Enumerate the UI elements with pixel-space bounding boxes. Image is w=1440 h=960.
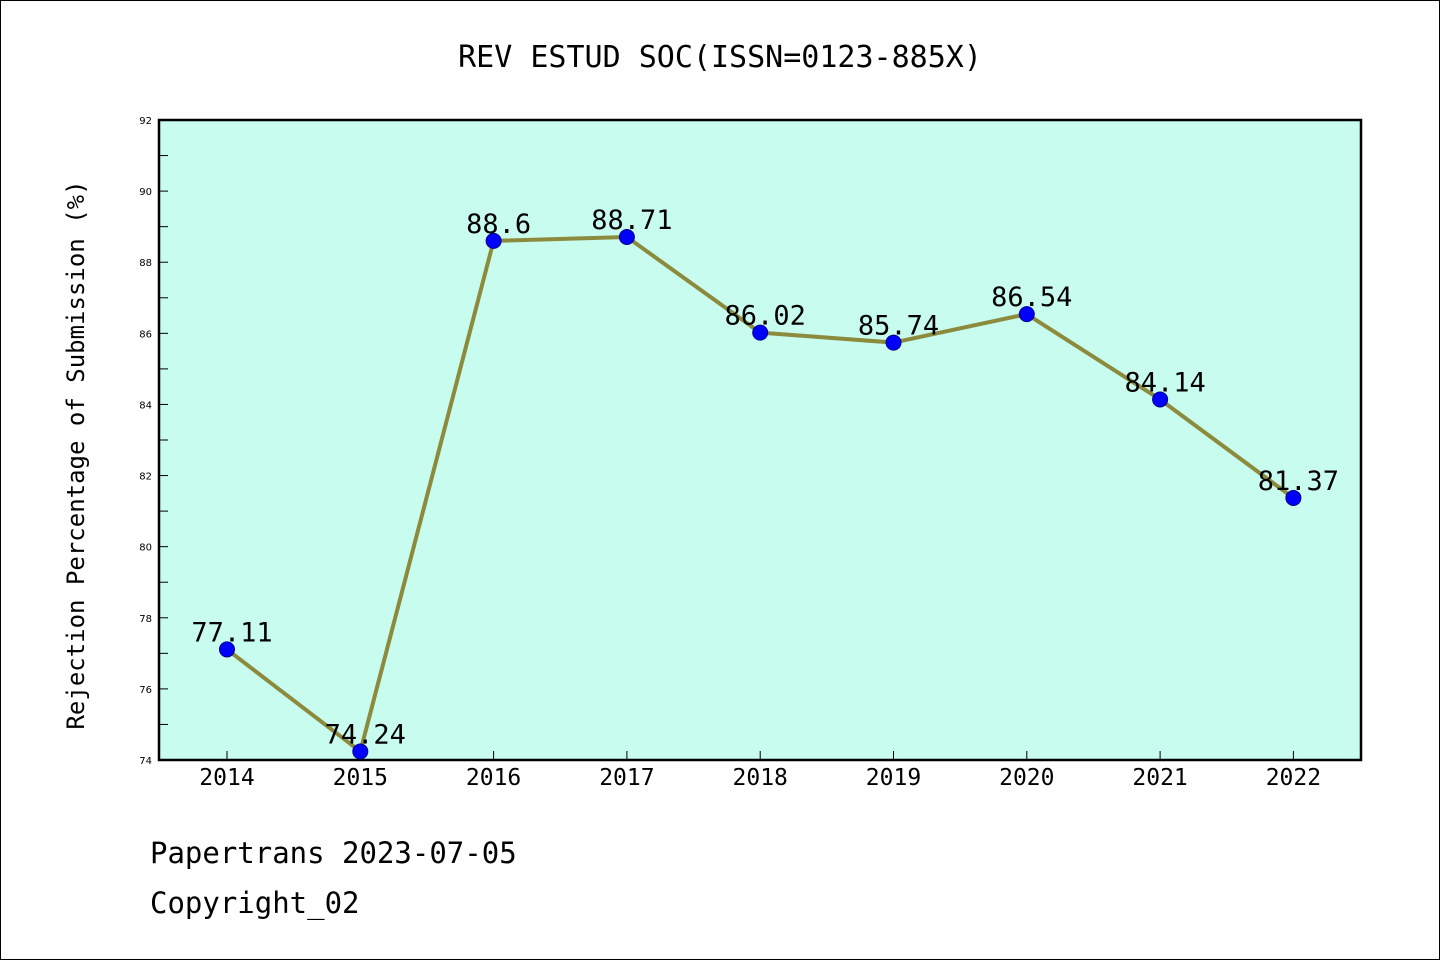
y-tick-label: 92 [139,116,152,127]
data-label: 74.24 [325,719,406,750]
x-tick-label: 2020 [999,765,1054,791]
y-tick-label: 76 [139,685,152,696]
chart-title: REV ESTUD SOC(ISSN=0123-885X) [458,40,982,75]
data-point-marker [1018,306,1035,323]
data-point-marker [485,232,502,249]
data-point-marker [1285,489,1302,506]
y-tick-label: 78 [139,614,152,625]
x-tick-label: 2019 [866,765,921,791]
plot-area [157,118,1363,762]
x-tick-label: 2015 [333,765,388,791]
y-tick-label: 84 [139,400,152,411]
data-point-marker [1152,391,1169,408]
y-tick-label: 82 [139,472,152,483]
data-label: 77.11 [191,617,272,648]
data-label: 84.14 [1124,367,1205,398]
data-label: 86.54 [991,282,1072,313]
y-tick-label: 86 [139,329,152,340]
data-label: 86.02 [725,301,806,332]
data-label: 88.71 [591,205,672,236]
x-tick-label: 2016 [466,765,521,791]
y-tick-label: 80 [139,543,152,554]
data-label: 85.74 [858,311,939,342]
data-label: 88.6 [466,209,531,240]
footer-copyright: Copyright_02 [150,886,360,920]
x-tick-label: 2022 [1266,765,1321,791]
footer-date: Papertrans 2023-07-05 [150,836,517,870]
data-point-marker [752,324,769,341]
y-axis-label: Rejection Percentage of Submission (%) [62,180,90,729]
series-line-group: 77.11 74.24 88.6 88.71 86.02 85.74 86.54 84.14 8… [191,205,1339,760]
y-tick-label: 90 [139,187,152,198]
data-point-marker [885,334,902,351]
y-tick-label: 88 [139,258,152,269]
axis-ticks: 74 76 78 80 82 84 86 88 90 92 2014 2015 2016 2017 2018… [139,116,1321,791]
data-label: 81.37 [1258,466,1339,497]
data-point-marker [618,228,635,245]
x-tick-label: 2017 [599,765,654,791]
data-point-marker [352,743,369,760]
x-tick-label: 2021 [1132,765,1187,791]
x-tick-label: 2018 [733,765,788,791]
x-tick-label: 2014 [199,765,254,791]
data-point-marker [219,641,235,658]
y-tick-label: 74 [139,756,152,767]
